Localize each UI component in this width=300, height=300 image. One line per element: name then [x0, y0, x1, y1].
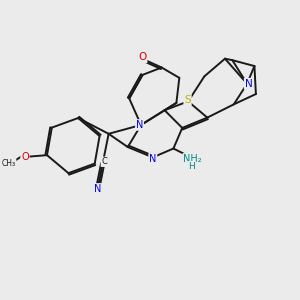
- Text: NH₂: NH₂: [183, 154, 202, 164]
- Text: N: N: [136, 120, 143, 130]
- Text: CH₃: CH₃: [2, 160, 16, 169]
- Text: S: S: [184, 95, 191, 105]
- Text: N: N: [245, 79, 252, 89]
- Text: N: N: [94, 184, 101, 194]
- Text: O: O: [138, 52, 147, 62]
- Text: H: H: [188, 162, 195, 171]
- Text: C: C: [101, 157, 107, 166]
- Text: N: N: [149, 154, 157, 164]
- Text: O: O: [21, 152, 29, 162]
